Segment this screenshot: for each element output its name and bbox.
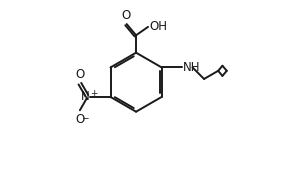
Text: +: + — [90, 89, 98, 98]
Text: −: − — [81, 113, 88, 122]
Text: O: O — [121, 8, 130, 22]
Text: OH: OH — [149, 20, 167, 33]
Text: N: N — [81, 90, 90, 103]
Text: O: O — [75, 113, 84, 126]
Text: O: O — [75, 68, 84, 81]
Text: NH: NH — [183, 61, 200, 74]
